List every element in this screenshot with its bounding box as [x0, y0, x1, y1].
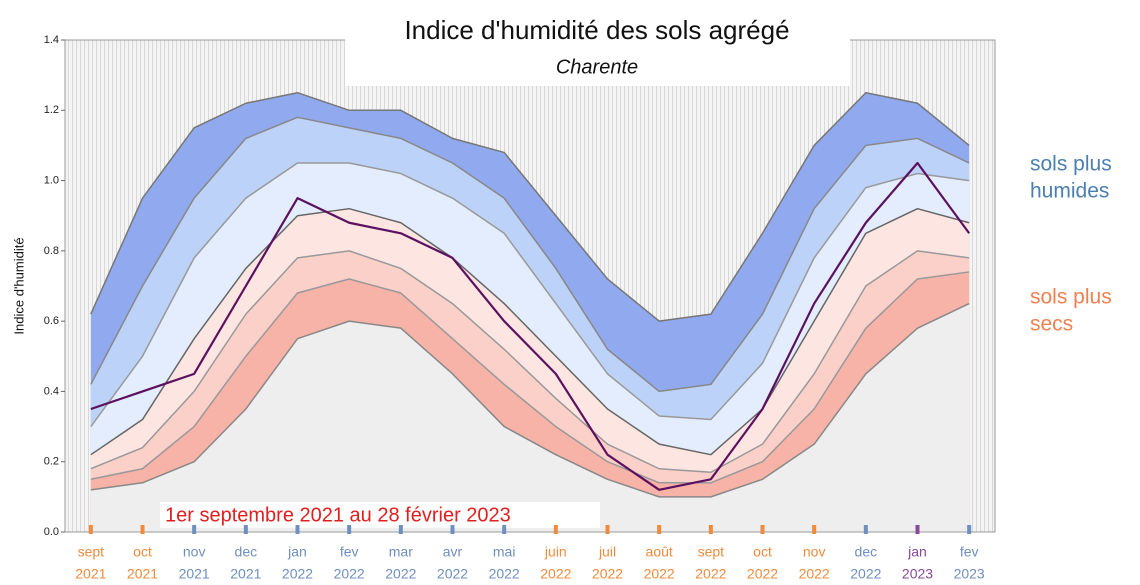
month-marker: [863, 525, 868, 534]
side-label: sols plus: [1030, 153, 1112, 176]
month-marker: [657, 525, 662, 534]
envelope-line: [90, 207, 970, 456]
x-tick-label-year: 2022: [644, 566, 675, 582]
x-tick-label-month: fev: [340, 544, 359, 560]
annotation: 1er septembre 2021 au 28 février 2023: [165, 504, 511, 526]
x-tick-label-month: dec: [855, 544, 878, 560]
x-tick-label-year: 2022: [799, 566, 830, 582]
x-tick-label-year: 2021: [179, 566, 210, 582]
data-line: [90, 161, 971, 491]
side-label: sols plus: [1030, 286, 1112, 309]
x-tick-label-year: 2023: [902, 566, 933, 582]
y-tick-label: 0.4: [44, 385, 59, 397]
x-tick-label-year: 2021: [230, 566, 261, 582]
x-tick-label-month: dec: [235, 544, 258, 560]
x-tick-label-month: fev: [960, 544, 979, 560]
y-tick-label: 0.8: [44, 245, 59, 257]
y-tick-label: 0.2: [44, 456, 59, 468]
month-marker: [553, 525, 558, 534]
x-tick-label-month: jan: [907, 544, 927, 560]
y-tick-label: 1.2: [44, 104, 59, 116]
x-tick-label-year: 2022: [592, 566, 623, 582]
month-marker: [502, 525, 507, 534]
month-marker: [295, 525, 300, 534]
x-tick-label-year: 2023: [954, 566, 985, 582]
x-tick-label-month: sept: [698, 544, 725, 560]
month-marker: [605, 525, 610, 534]
x-tick-label-year: 2022: [540, 566, 571, 582]
side-label: secs: [1030, 313, 1073, 336]
x-tick-label-month: juin: [544, 544, 567, 560]
chart-subtitle: Charente: [556, 56, 638, 78]
envelope-line: [90, 271, 970, 484]
envelope-line: [90, 250, 970, 474]
month-marker: [708, 525, 713, 534]
month-marker: [88, 525, 93, 534]
x-tick-label-month: mar: [389, 544, 413, 560]
x-tick-label-year: 2022: [850, 566, 881, 582]
envelope-line: [90, 162, 970, 428]
y-tick-label: 0.6: [44, 315, 59, 327]
month-marker: [140, 525, 145, 534]
month-marker: [915, 525, 920, 534]
envelope-line: [90, 302, 970, 498]
x-tick-label-year: 2022: [489, 566, 520, 582]
month-marker: [243, 525, 248, 534]
x-tick-label-year: 2022: [385, 566, 416, 582]
x-tick-label-year: 2022: [334, 566, 365, 582]
x-tick-label-month: juil: [598, 544, 616, 560]
x-tick-label-month: oct: [133, 544, 152, 560]
month-marker: [450, 525, 455, 534]
x-tick-label-year: 2022: [437, 566, 468, 582]
x-tick-label-month: sept: [78, 544, 105, 560]
annotation-box: [160, 502, 600, 528]
x-tick-label-year: 2022: [747, 566, 778, 582]
x-tick-label-month: nov: [803, 544, 826, 560]
x-tick-label-year: 2022: [282, 566, 313, 582]
title-box: [345, 10, 850, 86]
envelope-line: [90, 116, 970, 393]
chart-title: Indice d'humidité des sols agrégé: [404, 15, 789, 45]
month-marker: [192, 525, 197, 534]
band-area: [90, 303, 970, 532]
month-marker: [812, 525, 817, 534]
x-tick-label-year: 2022: [695, 566, 726, 582]
x-tick-label-month: nov: [183, 544, 206, 560]
month-marker: [398, 525, 403, 534]
month-marker: [760, 525, 765, 534]
x-tick-label-year: 2021: [127, 566, 158, 582]
month-marker: [967, 525, 972, 534]
x-tick-label-month: oct: [753, 544, 772, 560]
y-tick-label: 1.0: [44, 174, 59, 186]
y-tick-label: 1.4: [44, 34, 59, 46]
x-tick-label-month: avr: [443, 544, 463, 560]
x-tick-label-month: août: [646, 544, 673, 560]
side-label: humides: [1030, 180, 1109, 203]
envelope-line: [90, 91, 970, 322]
y-axis-label: Indice d'humidité: [11, 237, 26, 334]
x-tick-label-month: jan: [287, 544, 307, 560]
month-marker: [347, 525, 352, 534]
x-tick-label-month: mai: [493, 544, 516, 560]
x-tick-label-year: 2021: [75, 566, 106, 582]
y-tick-label: 0.0: [44, 526, 59, 538]
